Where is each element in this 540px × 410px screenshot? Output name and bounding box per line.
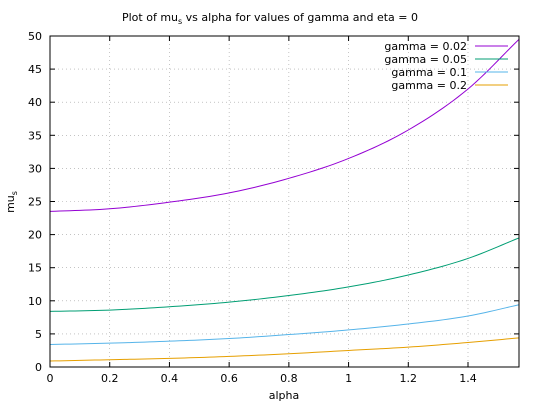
y-tick-label: 20 bbox=[28, 229, 42, 242]
x-tick-label: 1 bbox=[345, 372, 352, 385]
chart-title: Plot of mus vs alpha for values of gamma… bbox=[122, 11, 418, 26]
series-line bbox=[49, 237, 520, 312]
x-tick-label: 0 bbox=[47, 372, 54, 385]
y-tick-label: 10 bbox=[28, 295, 42, 308]
series-line bbox=[49, 38, 520, 212]
x-tick-label: 0.6 bbox=[220, 372, 238, 385]
series-line bbox=[49, 304, 520, 345]
series-lines bbox=[49, 38, 520, 362]
y-label-subscript: s bbox=[10, 191, 19, 195]
legend-label: gamma = 0.02 bbox=[384, 40, 467, 53]
y-tick-label: 40 bbox=[28, 96, 42, 109]
legend-label: gamma = 0.2 bbox=[391, 79, 467, 92]
y-tick-label: 25 bbox=[28, 196, 42, 209]
series-line bbox=[49, 337, 520, 362]
y-label-main: mu bbox=[4, 195, 17, 213]
title-main: Plot of mu bbox=[122, 11, 178, 24]
y-tick-label: 0 bbox=[35, 361, 42, 374]
title-subscript: s bbox=[178, 17, 182, 26]
title-rest: vs alpha for values of gamma and eta = 0 bbox=[182, 11, 418, 24]
x-tick-label: 0.4 bbox=[161, 372, 179, 385]
x-axis-label: alpha bbox=[269, 389, 300, 402]
legend-label: gamma = 0.1 bbox=[391, 66, 467, 79]
y-axis-label: mus bbox=[4, 191, 19, 213]
x-tick-label: 0.2 bbox=[101, 372, 119, 385]
y-tick-label: 45 bbox=[28, 63, 42, 76]
x-tick-label: 1.4 bbox=[459, 372, 477, 385]
y-tick-label: 30 bbox=[28, 162, 42, 175]
legend-label: gamma = 0.05 bbox=[384, 53, 467, 66]
x-tick-label: 1.2 bbox=[400, 372, 418, 385]
y-tick-label: 50 bbox=[28, 30, 42, 43]
y-tick-label: 15 bbox=[28, 262, 42, 275]
y-tick-label: 5 bbox=[35, 328, 42, 341]
y-tick-label: 35 bbox=[28, 129, 42, 142]
axis-ticks: 0 0.2 0.4 0.6 0.8 1 1.2 1.4 0 5 10 15 20 25 30 35 40 45 50 bbox=[28, 30, 519, 385]
x-tick-label: 0.8 bbox=[280, 372, 298, 385]
